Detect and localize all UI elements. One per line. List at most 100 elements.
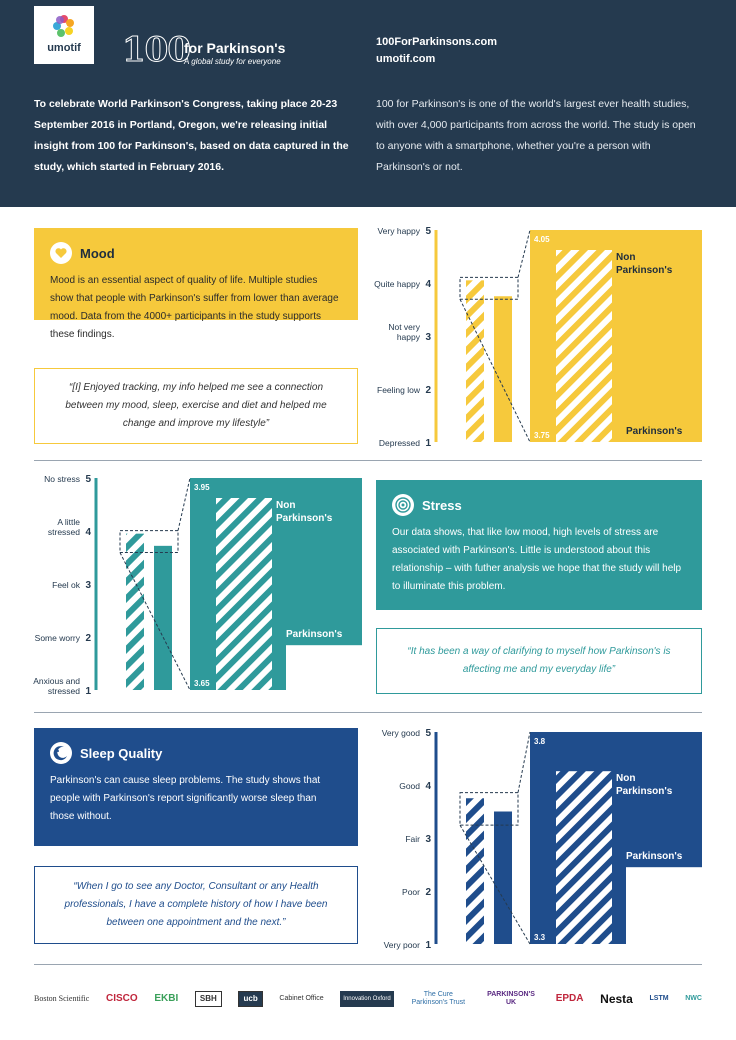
y-tick-label: Feel ok xyxy=(52,580,81,590)
divider xyxy=(34,964,702,965)
y-tick-label: Very happy xyxy=(377,226,420,236)
mood-quote: “[I] Enjoyed tracking, my info helped me… xyxy=(34,368,358,444)
zoom-max-label: 4.05 xyxy=(534,235,550,244)
y-tick-number: 2 xyxy=(425,385,431,396)
bar-non-parkinsons xyxy=(466,280,484,442)
y-tick-number: 3 xyxy=(85,580,91,591)
y-tick-label: Feeling low xyxy=(377,385,421,395)
logo-cabinet-office[interactable]: Cabinet Office xyxy=(279,995,324,1002)
category-label: Parkinson's xyxy=(276,513,333,524)
mood-info-box: Mood Mood is an essential aspect of qual… xyxy=(34,228,358,340)
logo-nesta[interactable]: Nesta xyxy=(600,992,633,1006)
intro-right: 100 for Parkinson's is one of the world'… xyxy=(376,98,696,173)
flower-icon xyxy=(53,15,74,37)
logo-epda[interactable]: EPDA xyxy=(555,993,584,1004)
logo-ucb[interactable]: ucb xyxy=(238,991,263,1007)
header: umotif 100 for Parkinson's A global stud… xyxy=(0,0,736,207)
sleep-chart: 1 Very poor 2 Poor 3 Fair 4 Good 5 Very good 3.8 3.… xyxy=(382,728,702,951)
brand-logo[interactable]: 100 for Parkinson's A global study for e… xyxy=(122,30,286,71)
logo-ekbi[interactable]: EKBI xyxy=(154,993,179,1004)
sleep-quote: “When I go to see any Doctor, Consultant… xyxy=(34,866,358,944)
zoom-connector xyxy=(517,229,531,278)
bar-parkinsons xyxy=(154,545,172,690)
logo-lstm[interactable]: LSTM xyxy=(649,995,669,1002)
target-icon xyxy=(392,494,414,516)
logo-sbh[interactable]: SBH xyxy=(194,991,222,1007)
umotif-logo[interactable]: umotif xyxy=(34,6,94,64)
intro-left: To celebrate World Parkinson's Congress,… xyxy=(34,98,349,173)
url-100forparkinsons[interactable]: 100ForParkinsons.com xyxy=(376,36,498,48)
stress-body: Our data shows, that like low mood, high… xyxy=(392,527,682,592)
y-tick-label: Fair xyxy=(405,834,420,844)
y-tick-label: stressed xyxy=(48,527,80,537)
zoom-bar-non-parkinsons xyxy=(556,771,612,944)
zoom-connector xyxy=(119,552,191,691)
category-label: Parkinson's xyxy=(616,265,673,276)
y-tick-number: 3 xyxy=(425,834,431,845)
mood-title: Mood xyxy=(80,245,115,261)
url-umotif[interactable]: umotif.com xyxy=(376,53,436,65)
logo-boston-scientific[interactable]: Boston Scientific xyxy=(34,994,90,1003)
zoom-max-label: 3.95 xyxy=(194,483,210,492)
y-tick-number: 3 xyxy=(425,332,431,343)
sleep-body: Parkinson's can cause sleep problems. Th… xyxy=(50,775,321,822)
category-label: Parkinson's xyxy=(616,786,673,797)
category-label: Parkinson's xyxy=(626,426,683,437)
category-label: Non xyxy=(616,252,635,263)
logo-parkinsons-uk[interactable]: PARKINSON'S UK xyxy=(487,991,535,1006)
y-tick-number: 5 xyxy=(85,474,91,485)
logo-cure-parkinsons[interactable]: The Cure Parkinson's Trust xyxy=(411,991,466,1006)
y-tick-label: Very good xyxy=(382,728,421,738)
y-tick-label: Depressed xyxy=(379,438,420,448)
y-tick-number: 2 xyxy=(85,633,91,644)
logo-nwc[interactable]: NWC xyxy=(685,995,702,1002)
zoom-connector xyxy=(459,299,531,443)
y-tick-number: 1 xyxy=(425,940,431,951)
y-tick-label: Poor xyxy=(402,887,420,897)
stress-quote: “It has been a way of clarifying to myse… xyxy=(376,628,702,694)
brand-name: for Parkinson's xyxy=(184,40,286,56)
logo-cisco[interactable]: CISCO xyxy=(106,993,138,1004)
mood-body: Mood is an essential aspect of quality o… xyxy=(50,275,339,340)
y-tick-number: 4 xyxy=(425,279,431,290)
heart-icon xyxy=(50,242,72,264)
bar-non-parkinsons xyxy=(466,798,484,944)
bar-parkinsons xyxy=(494,296,512,442)
y-tick-number: 1 xyxy=(425,438,431,449)
zoom-max-label: 3.8 xyxy=(534,737,546,746)
y-tick-label: Anxious and xyxy=(33,676,80,686)
category-label: Parkinson's xyxy=(626,851,683,862)
category-label: Parkinson's xyxy=(286,629,343,640)
zoom-bar-parkinsons xyxy=(286,645,362,690)
y-tick-label: happy xyxy=(397,332,421,342)
y-tick-number: 5 xyxy=(425,226,431,237)
bar-parkinsons xyxy=(494,811,512,944)
y-tick-label: No stress xyxy=(44,474,80,484)
y-tick-label: Some worry xyxy=(35,633,81,643)
logo-text: umotif xyxy=(47,42,81,54)
bar-non-parkinsons xyxy=(126,533,144,690)
y-tick-number: 1 xyxy=(85,686,91,697)
moon-icon xyxy=(50,742,72,764)
zoom-bar-non-parkinsons xyxy=(556,250,612,442)
y-tick-label: stressed xyxy=(48,686,80,696)
y-tick-label: A little xyxy=(57,517,80,527)
y-tick-label: Not very xyxy=(388,322,420,332)
stress-title: Stress xyxy=(422,497,462,513)
y-tick-number: 2 xyxy=(425,887,431,898)
divider xyxy=(34,460,702,461)
zoom-min-label: 3.3 xyxy=(534,933,546,942)
y-tick-number: 5 xyxy=(425,728,431,739)
footer-logos: Boston Scientific CISCO EKBI SBH ucb Cab… xyxy=(34,982,702,1016)
stress-info-box: Stress Our data shows, that like low moo… xyxy=(376,480,702,610)
brand-tagline: A global study for everyone xyxy=(184,57,281,66)
sleep-info-box: Sleep Quality Parkinson's can cause slee… xyxy=(34,728,358,846)
y-tick-label: Quite happy xyxy=(374,279,421,289)
logo-innovation-oxford[interactable]: Innovation Oxford xyxy=(340,991,394,1007)
sleep-title: Sleep Quality xyxy=(80,745,163,761)
y-tick-label: Good xyxy=(399,781,420,791)
zoom-connector xyxy=(459,824,531,945)
y-tick-number: 4 xyxy=(85,527,91,538)
